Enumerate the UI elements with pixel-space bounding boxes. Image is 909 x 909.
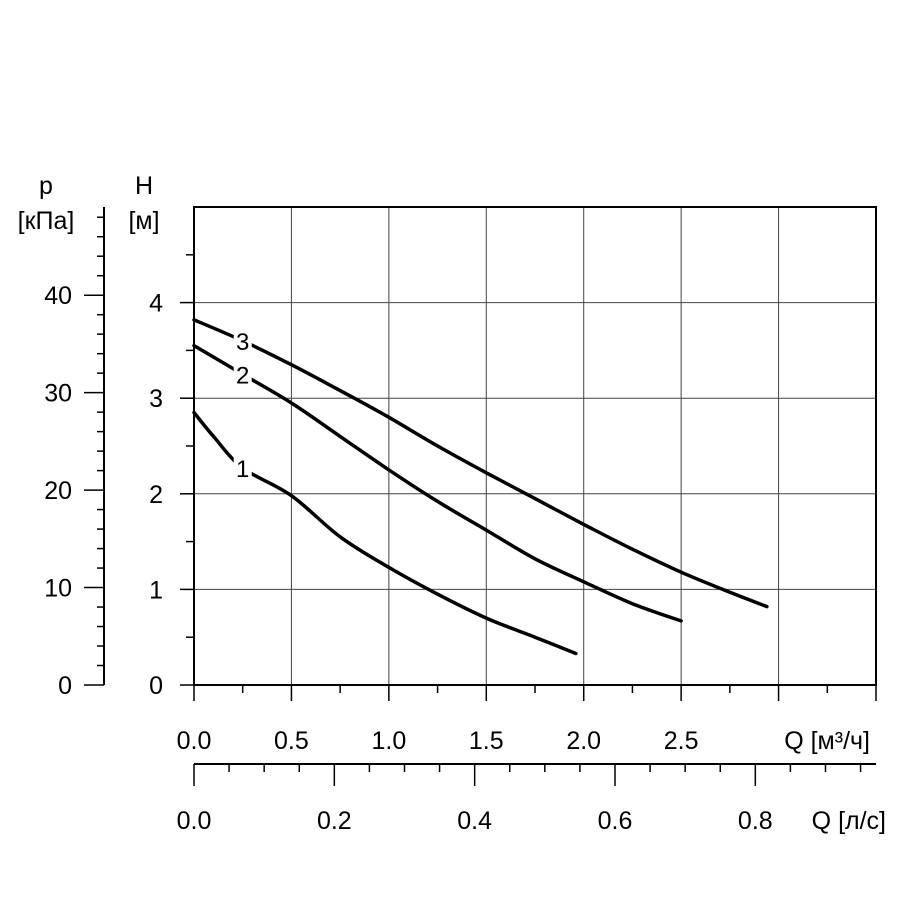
x-primary-tick-label: 0.0 xyxy=(177,727,212,755)
curve-label-2: 2 xyxy=(236,362,249,389)
curve-label-background xyxy=(233,454,252,481)
y-primary-tick-label: 4 xyxy=(149,290,163,318)
curve-label-3: 3 xyxy=(236,329,249,356)
curve-label-background xyxy=(233,361,252,388)
y-secondary-tick-label: 10 xyxy=(44,575,72,603)
x-primary-tick-label: 1.5 xyxy=(469,727,504,755)
curve-series-2 xyxy=(192,343,683,623)
x-primary-tick-label: 0.5 xyxy=(274,727,309,755)
x-secondary-tick-label: 0.0 xyxy=(177,807,212,835)
x-primary-tick-label: 1.0 xyxy=(371,727,406,755)
curve-series-1 xyxy=(192,410,578,656)
curve-label-background xyxy=(233,327,252,354)
x-secondary-title: Q [л/с] xyxy=(812,807,886,835)
y-secondary-tick-label: 40 xyxy=(44,282,72,310)
x-primary-title: Q [м³/ч] xyxy=(784,727,870,755)
x-secondary-tick-label: 0.8 xyxy=(738,807,773,835)
y-primary-tick-label: 1 xyxy=(149,576,163,604)
curve-label-1: 1 xyxy=(236,456,249,483)
y-secondary-tick-label: 0 xyxy=(58,672,72,700)
y-primary-tick-label: 0 xyxy=(149,672,163,700)
x-primary-tick-label: 2.0 xyxy=(566,727,601,755)
pump-curves: 1 2 3 xyxy=(192,318,769,656)
y-primary-title-line1: H xyxy=(135,172,153,200)
y-primary-title-line2: [м] xyxy=(128,207,159,235)
y-secondary-title-line1: p xyxy=(39,172,53,200)
curve-series-3 xyxy=(192,318,769,609)
plot-frame xyxy=(193,206,877,686)
y-primary-tick-label: 3 xyxy=(149,385,163,413)
x-primary-tick-label: 2.5 xyxy=(664,727,699,755)
grid-lines xyxy=(194,207,876,685)
x-secondary-tick-label: 0.6 xyxy=(598,807,633,835)
x-secondary-tick-label: 0.4 xyxy=(457,807,492,835)
y-secondary-tick-label: 30 xyxy=(44,380,72,408)
y-primary-tick-label: 2 xyxy=(149,481,163,509)
x-secondary-tick-label: 0.2 xyxy=(317,807,352,835)
y-secondary-tick-label: 20 xyxy=(44,477,72,505)
y-secondary-title-line2: [кПа] xyxy=(18,207,75,235)
